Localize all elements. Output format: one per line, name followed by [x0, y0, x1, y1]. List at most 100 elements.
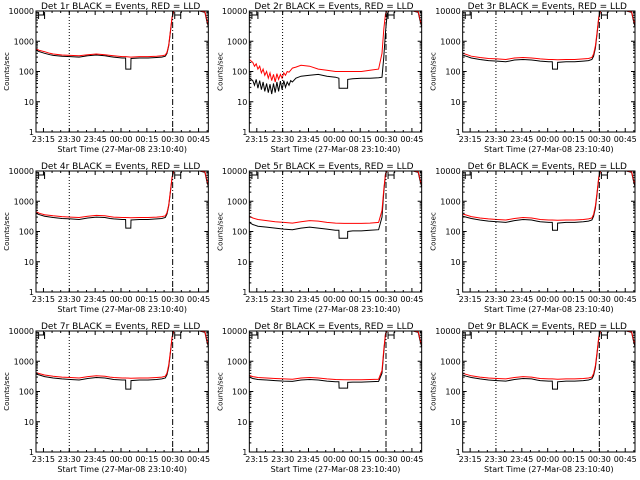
- y-tick-label: 1: [29, 128, 34, 137]
- x-tick-label: 23:15: [245, 135, 268, 144]
- series-line-events: [462, 331, 635, 390]
- bracket-marker: [600, 172, 608, 179]
- y-axis-label: Counts/sec: [216, 372, 224, 411]
- y-tick-label: 1000: [440, 197, 460, 206]
- y-axis-label: Counts/sec: [3, 372, 11, 411]
- y-tick-label: 1000: [227, 357, 247, 366]
- x-tick-label: 23:30: [58, 295, 81, 304]
- x-tick-label: 00:15: [349, 455, 372, 464]
- series-line-lld: [36, 171, 209, 219]
- panel-title: Det 8r BLACK = Events, RED = LLD: [254, 322, 413, 332]
- series-line-lld: [249, 171, 422, 224]
- bracket-marker: [387, 172, 395, 179]
- plot-frame: [35, 170, 209, 293]
- y-tick-label: 10000: [9, 167, 34, 176]
- series-line-events: [36, 171, 209, 229]
- y-tick-label: 1000: [227, 197, 247, 206]
- y-tick-label: 100: [19, 228, 34, 237]
- y-tick-label: 10000: [435, 167, 460, 176]
- bracket-marker: [174, 12, 182, 19]
- x-axis-label: Start Time (27-Mar-08 23:10:40): [271, 465, 401, 474]
- series-line-events: [249, 11, 422, 95]
- x-tick-label: 23:15: [32, 295, 55, 304]
- y-axis-label: Counts/sec: [216, 52, 224, 91]
- x-tick-label: 00:00: [109, 295, 132, 304]
- x-axis-label: Start Time (27-Mar-08 23:10:40): [57, 145, 187, 154]
- x-axis-label: Start Time (27-Mar-08 23:10:40): [57, 465, 187, 474]
- y-tick-label: 1: [456, 288, 461, 297]
- panel-title: Det 1r BLACK = Events, RED = LLD: [41, 2, 200, 12]
- bracket-marker: [174, 332, 182, 339]
- x-axis-label: Start Time (27-Mar-08 23:10:40): [484, 465, 614, 474]
- x-tick-label: 23:30: [271, 455, 294, 464]
- y-tick-label: 10: [24, 418, 34, 427]
- plot-frame: [35, 10, 209, 133]
- detector-panel: Det 2r BLACK = Events, RED = LLD 1 10 100 10…: [216, 2, 423, 154]
- panel-title: Det 4r BLACK = Events, RED = LLD: [41, 162, 200, 172]
- y-tick-label: 1: [456, 128, 461, 137]
- y-tick-label: 1: [242, 128, 247, 137]
- x-tick-label: 00:00: [323, 455, 346, 464]
- x-tick-label: 00:00: [536, 295, 559, 304]
- x-tick-label: 00:00: [323, 135, 346, 144]
- x-axis-label: Start Time (27-Mar-08 23:10:40): [271, 305, 401, 314]
- y-tick-label: 10000: [9, 327, 34, 336]
- x-tick-label: 23:30: [484, 455, 507, 464]
- x-tick-label: 00:30: [588, 295, 611, 304]
- x-tick-label: 23:15: [459, 455, 482, 464]
- x-axis-label: Start Time (27-Mar-08 23:10:40): [484, 145, 614, 154]
- x-tick-label: 23:15: [32, 135, 55, 144]
- x-tick-label: 23:45: [510, 295, 533, 304]
- y-tick-label: 100: [232, 68, 247, 77]
- x-tick-label: 00:15: [135, 455, 158, 464]
- y-tick-label: 10: [24, 258, 34, 267]
- x-tick-label: 00:00: [536, 455, 559, 464]
- y-tick-label: 10000: [222, 167, 247, 176]
- x-tick-label: 23:30: [271, 295, 294, 304]
- y-tick-label: 10: [450, 98, 460, 107]
- x-tick-label: 23:30: [58, 455, 81, 464]
- y-tick-label: 1: [29, 288, 34, 297]
- y-tick-label: 1: [456, 448, 461, 457]
- y-tick-label: 1: [29, 448, 34, 457]
- bracket-marker: [174, 172, 182, 179]
- x-tick-label: 00:00: [536, 135, 559, 144]
- series-line-lld: [36, 11, 209, 58]
- series-line-lld: [36, 331, 209, 379]
- x-tick-label: 00:45: [187, 455, 210, 464]
- x-tick-label: 23:45: [297, 295, 320, 304]
- series-line-events: [462, 171, 635, 231]
- bracket-marker: [387, 332, 395, 339]
- panel-title: Det 7r BLACK = Events, RED = LLD: [41, 322, 200, 332]
- detector-panel: Det 5r BLACK = Events, RED = LLD 1 10 100 10…: [216, 162, 423, 314]
- detector-panel: Det 4r BLACK = Events, RED = LLD 1 10 100 10…: [3, 162, 210, 314]
- plot-frame: [35, 330, 209, 453]
- x-tick-label: 23:15: [32, 455, 55, 464]
- panel-title: Det 3r BLACK = Events, RED = LLD: [468, 2, 627, 12]
- y-tick-label: 1000: [14, 197, 34, 206]
- x-tick-label: 00:15: [562, 135, 585, 144]
- x-tick-label: 23:45: [297, 455, 320, 464]
- x-tick-label: 00:15: [349, 135, 372, 144]
- series-line-events: [36, 331, 209, 390]
- y-tick-label: 10000: [435, 327, 460, 336]
- y-tick-label: 100: [445, 388, 460, 397]
- x-tick-label: 23:45: [510, 455, 533, 464]
- x-axis-label: Start Time (27-Mar-08 23:10:40): [57, 305, 187, 314]
- bracket-marker: [387, 12, 395, 19]
- x-tick-label: 23:15: [459, 295, 482, 304]
- y-axis-label: Counts/sec: [216, 212, 224, 251]
- detector-panel: Det 9r BLACK = Events, RED = LLD 1 10 100 10…: [430, 322, 637, 474]
- y-tick-label: 10: [237, 418, 247, 427]
- x-tick-label: 00:15: [349, 295, 372, 304]
- x-tick-label: 23:45: [84, 455, 107, 464]
- bracket-marker: [600, 12, 608, 19]
- x-tick-label: 00:45: [614, 455, 637, 464]
- y-tick-label: 10: [237, 98, 247, 107]
- series-line-lld: [249, 11, 422, 83]
- series-line-lld: [249, 331, 422, 381]
- x-tick-label: 00:45: [187, 135, 210, 144]
- x-tick-label: 23:45: [510, 135, 533, 144]
- y-tick-label: 1000: [440, 37, 460, 46]
